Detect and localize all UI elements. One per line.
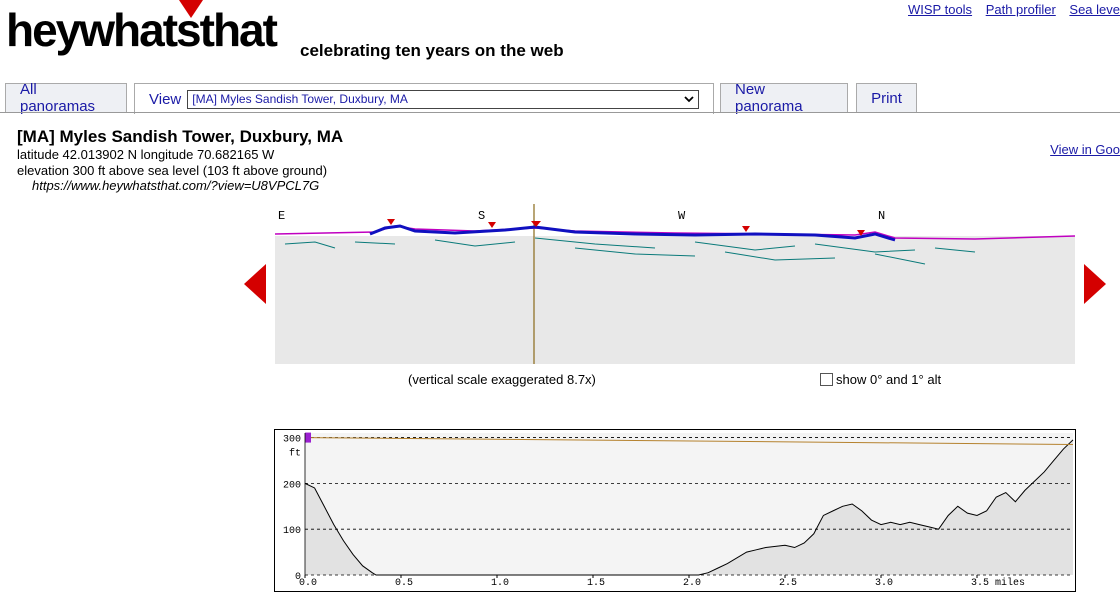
panorama-graphic: E S W N: [274, 204, 1076, 364]
compass-e: E: [278, 209, 285, 223]
top-links: WISP tools Path profiler Sea leve: [908, 2, 1120, 17]
peak-marker-icon[interactable]: [488, 222, 496, 228]
chevron-down-icon: [684, 95, 694, 102]
path-profiler-link[interactable]: Path profiler: [985, 2, 1056, 17]
tab-view[interactable]: View [MA] Myles Sandish Tower, Duxbury, …: [134, 83, 714, 114]
path-profile-chart[interactable]: 0 100 200 300 ft 0.0 0.5 1.0 1.5 2.0 2.5 3.0 3.5 mil…: [274, 429, 1076, 592]
y-tick-label: 100: [283, 526, 301, 537]
compass-w: W: [678, 209, 686, 223]
tab-new-panorama-label: New panorama: [735, 81, 803, 115]
logo[interactable]: heywhatsthat: [6, 4, 278, 56]
x-tick-label: 3.5 miles: [971, 577, 1025, 589]
peak-marker-icon[interactable]: [857, 230, 865, 236]
peak-marker-icon[interactable]: [531, 221, 541, 227]
tab-new-panorama[interactable]: New panorama: [720, 81, 848, 115]
profile-svg: 0 100 200 300 ft 0.0 0.5 1.0 1.5 2.0 2.5 3.0 3.5 mil…: [274, 429, 1076, 592]
site-coordinates: latitude 42.013902 N longitude 70.682165…: [17, 147, 275, 162]
terrain-lines: [284, 237, 976, 253]
logo-triangle-icon: [179, 0, 203, 25]
site-title: [MA] Myles Sandish Tower, Duxbury, MA: [17, 127, 344, 146]
x-tick-label: 1.0: [491, 578, 509, 589]
tab-print[interactable]: Print: [856, 83, 917, 112]
tab-all-panoramas[interactable]: All panoramas: [5, 81, 127, 115]
y-tick-label: 0: [295, 572, 301, 583]
panorama-view[interactable]: E S W N: [274, 204, 1076, 364]
y-unit-label: ft: [289, 448, 301, 460]
ridge-line: [369, 224, 896, 242]
sea-level-link[interactable]: Sea leve: [1069, 2, 1120, 17]
show-alt-label: show 0° and 1° alt: [836, 372, 942, 387]
checkbox-icon[interactable]: [820, 373, 833, 386]
peak-marker-icon[interactable]: [387, 219, 395, 225]
pan-right-arrow-icon[interactable]: [1084, 264, 1106, 309]
vertical-scale-note: (vertical scale exaggerated 8.7x): [408, 372, 596, 387]
wisp-tools-link[interactable]: WISP tools: [908, 2, 973, 17]
tab-print-label: Print: [871, 89, 902, 107]
view-select[interactable]: [MA] Myles Sandish Tower, Duxbury, MA: [187, 89, 699, 109]
view-select-value: [MA] Myles Sandish Tower, Duxbury, MA: [192, 92, 408, 106]
y-tick-label: 300: [283, 435, 301, 446]
site-info: [MA] Myles Sandish Tower, Duxbury, MA la…: [17, 127, 343, 194]
tagline: celebrating ten years on the web: [300, 41, 564, 60]
x-tick-label: 0.5: [395, 578, 413, 589]
x-tick-label: 2.0: [683, 578, 701, 589]
peak-marker-icon[interactable]: [742, 226, 750, 232]
tab-all-panoramas-label: All panoramas: [20, 81, 96, 115]
line-of-sight: [304, 437, 1074, 445]
site-url: https://www.heywhatsthat.com/?view=U8VPC…: [32, 178, 320, 193]
compass-s: S: [478, 209, 485, 223]
pan-left-arrow-icon[interactable]: [244, 264, 266, 309]
observer-marker: [305, 432, 311, 443]
x-tick-label: 2.5: [779, 578, 797, 589]
compass-n: N: [878, 209, 885, 223]
x-tick-label: 3.0: [875, 578, 893, 589]
show-alt-checkbox[interactable]: show 0° and 1° alt: [820, 372, 941, 387]
tab-view-label: View: [149, 90, 182, 108]
x-tick-label: 0.0: [299, 578, 317, 589]
site-elevation: elevation 300 ft above sea level (103 ft…: [17, 162, 328, 178]
y-tick-label: 200: [283, 480, 301, 491]
tab-divider: [0, 112, 1120, 113]
terrain-lines-lower: [574, 247, 926, 265]
x-tick-label: 1.5: [587, 578, 605, 589]
terrain-area: [305, 439, 1073, 575]
view-in-google-link[interactable]: View in Goo: [1050, 142, 1120, 157]
